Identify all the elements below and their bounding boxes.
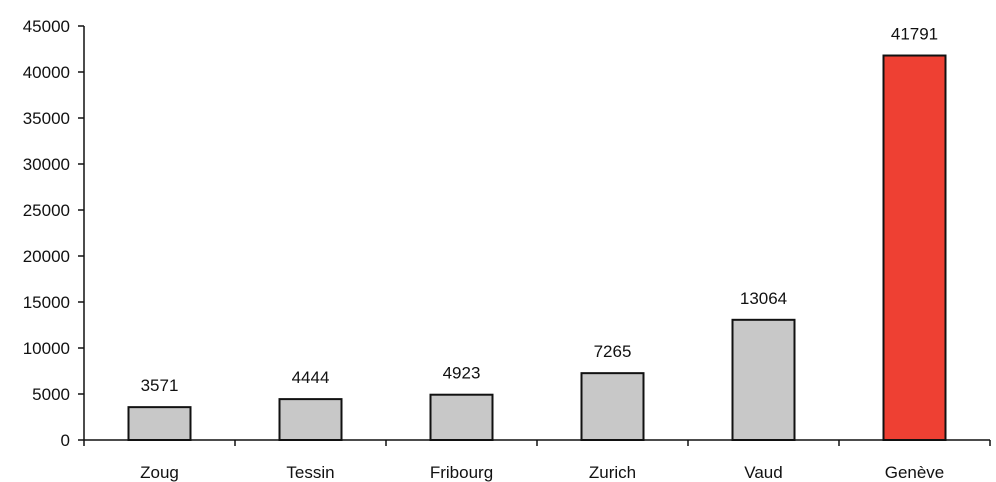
x-category-label: Zurich [589,463,636,482]
x-category-label: Vaud [744,463,782,482]
y-tick-label: 30000 [23,155,70,174]
y-tick-label: 15000 [23,293,70,312]
x-category-label: Zoug [140,463,179,482]
data-label: 41791 [891,25,938,44]
bar-zurich [580,372,645,441]
y-tick-label: 5000 [32,385,70,404]
data-label: 7265 [594,342,632,361]
data-label: 3571 [141,376,179,395]
data-label: 4444 [292,368,330,387]
y-tick-label: 10000 [23,339,70,358]
x-category-label: Genève [885,463,945,482]
bar-vaud [731,318,796,441]
y-tick-label: 35000 [23,109,70,128]
bar-genève [882,54,947,442]
bars [127,54,947,442]
x-category-label: Tessin [286,463,334,482]
x-axis: Zoug Tessin Fribourg Zurich Vaud Genève [83,439,991,482]
y-tick-label: 40000 [23,63,70,82]
y-axis: 0 5000 10000 15000 20000 25000 30000 35000 40000… [23,17,85,450]
bar-tessin [278,398,343,442]
bar-zoug [127,406,192,441]
bar-fribourg [429,393,494,442]
y-tick-label: 45000 [23,17,70,36]
data-labels: 3571 4444 4923 7265 13064 41791 [141,25,939,396]
x-category-label: Fribourg [430,463,493,482]
data-label: 13064 [740,289,787,308]
data-label: 4923 [443,364,481,383]
y-tick-label: 20000 [23,247,70,266]
y-tick-label: 0 [61,431,70,450]
y-tick-label: 25000 [23,201,70,220]
